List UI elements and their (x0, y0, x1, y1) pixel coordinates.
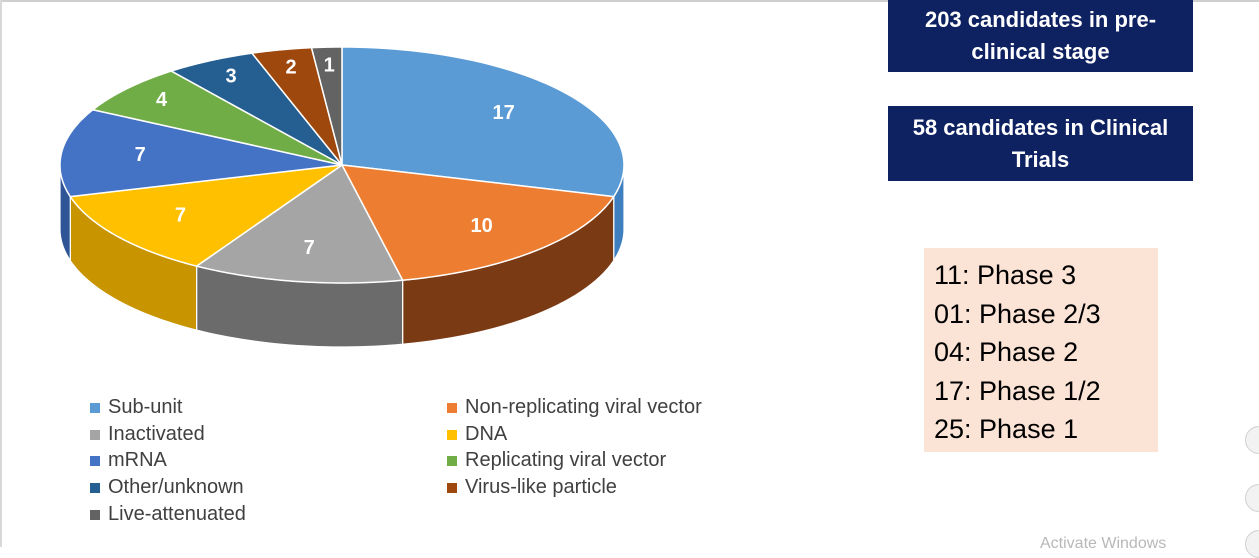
pie-slice-mrna (59, 108, 343, 198)
legend-item-sub-unit: Sub-unit (90, 396, 183, 419)
legend-swatch (90, 455, 100, 466)
scroll-button[interactable] (1245, 484, 1259, 512)
legend-label: Replicating viral vector (465, 449, 667, 471)
pie-slice-live-attenuated (310, 46, 343, 166)
legend-item-dna: DNA (447, 423, 507, 446)
legend-label: Other/unknown (108, 476, 244, 498)
phase-line: 04: Phase 2 (934, 337, 1079, 367)
scroll-button[interactable] (1245, 426, 1259, 454)
legend-swatch (90, 509, 100, 520)
legend-swatch (447, 429, 457, 440)
data-label-dna: 7 (175, 205, 186, 227)
data-label-non-replicating-viral-vector: 10 (470, 215, 492, 237)
legend-swatch (447, 402, 457, 413)
legend-item-other-unknown: Other/unknown (90, 476, 244, 499)
legend-swatch (90, 402, 100, 413)
pie-slice-dna (68, 164, 343, 267)
scroll-button[interactable] (1245, 530, 1259, 558)
top-border (0, 0, 1259, 2)
legend-label: mRNA (108, 449, 167, 471)
preclinical-text: 203 candidates in pre-clinical stage (924, 7, 1157, 64)
phase-summary-box: 11: Phase 3 01: Phase 2/3 04: Phase 2 17… (924, 248, 1158, 452)
legend-label: Virus-like particle (465, 476, 617, 498)
legend-swatch (447, 455, 457, 466)
pie-slice-virus-like-particle (250, 46, 343, 166)
legend-item-non-replicating-viral-vector: Non-replicating viral vector (447, 396, 702, 419)
data-label-replicating-viral-vector: 4 (156, 89, 168, 111)
legend-swatch (90, 482, 100, 493)
legend-swatch (447, 482, 457, 493)
preclinical-box: 203 candidates in pre-clinical stage (888, 0, 1193, 72)
legend-item-live-attenuated: Live-attenuated (90, 503, 246, 526)
data-label-sub-unit: 17 (492, 102, 514, 124)
phase-line: 01: Phase 2/3 (934, 298, 1101, 329)
legend-item-virus-like-particle: Virus-like particle (447, 476, 617, 499)
left-border (0, 0, 2, 547)
legend-label: Inactivated (108, 423, 205, 445)
clinical-trials-box: 58 candidates in Clinical Trials (888, 106, 1193, 181)
clinical-trials-text: 58 candidates in Clinical Trials (912, 114, 1169, 172)
legend-label: DNA (465, 423, 508, 445)
data-label-live-attenuated: 1 (324, 54, 335, 76)
data-label-mrna: 7 (135, 144, 146, 166)
pie-slice-other-unknown (169, 52, 343, 166)
data-label-inactivated: 7 (304, 237, 315, 259)
legend-label: Live-attenuated (108, 503, 246, 525)
legend-swatch (90, 429, 100, 440)
legend-item-mrna: mRNA (90, 449, 167, 472)
data-label-other-unknown: 3 (225, 66, 236, 88)
pie-slice-sub-unit (341, 46, 625, 198)
legend-label: Non-replicating viral vector (465, 396, 702, 418)
legend-item-replicating-viral-vector: Replicating viral vector (447, 449, 666, 472)
phase-line: 25: Phase 1 (934, 414, 1079, 444)
phase-line: 17: Phase 1/2 (934, 375, 1101, 406)
phase-line: 11: Phase 3 (934, 260, 1077, 290)
legend-label: Sub-unit (108, 396, 183, 418)
activate-windows-watermark: Activate Windows (1040, 535, 1167, 552)
pie-slice-non-replicating-viral-vector (340, 164, 616, 282)
pie-slice-inactivated (194, 163, 404, 284)
pie-slice-replicating-viral-vector (91, 70, 343, 166)
pie-chart: 17 10 7 7 7 4 3 2 1 (59, 46, 625, 348)
legend-item-inactivated: Inactivated (90, 423, 205, 446)
data-label-virus-like-particle: 2 (286, 56, 297, 78)
